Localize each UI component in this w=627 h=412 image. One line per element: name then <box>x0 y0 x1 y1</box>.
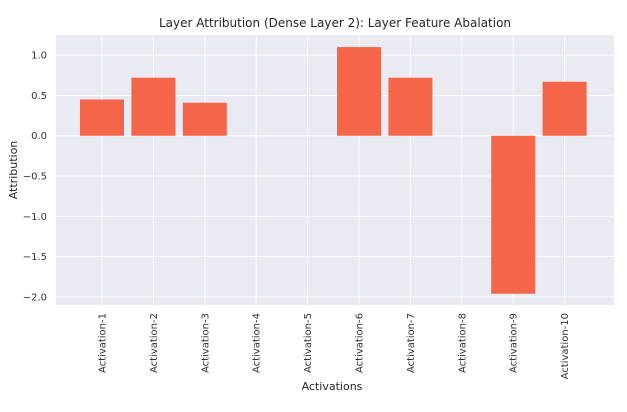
bar-activation-10 <box>542 81 587 136</box>
x-tick-label: Activation-2 <box>149 313 160 373</box>
x-tick-label: Activation-8 <box>457 313 468 373</box>
x-tick-label: Activation-4 <box>252 313 263 373</box>
x-tick-label: Activation-3 <box>200 313 211 373</box>
bar-activation-2 <box>131 77 176 136</box>
x-axis-title: Activations <box>302 380 363 393</box>
chart-title: Layer Attribution (Dense Layer 2): Layer… <box>159 16 511 30</box>
y-tick-labels: 1.0 0.5 0.0 −0.5 −1.0 −1.5 −2.0 <box>23 51 47 304</box>
y-gridlines <box>56 54 614 298</box>
x-tick-label: Activation-6 <box>355 313 366 373</box>
y-tick-label: −1.5 <box>23 252 47 263</box>
y-tick-label: 1.0 <box>31 51 47 62</box>
y-tick-label: −1.0 <box>23 212 47 223</box>
x-tick-labels: Activation-1 Activation-2 Activation-3 Acti… <box>98 313 572 379</box>
x-tick-label: Activation-7 <box>406 313 417 373</box>
x-tick-label: Activation-10 <box>560 313 571 379</box>
y-tick-label: 0.0 <box>31 131 47 142</box>
bar-activation-6 <box>337 47 381 136</box>
x-tick-label: Activation-9 <box>509 313 520 373</box>
bar-activation-7 <box>388 77 433 136</box>
bar-activation-9 <box>491 135 536 294</box>
bar-activation-1 <box>80 99 124 136</box>
y-tick-label: 0.5 <box>31 91 47 102</box>
bars-group <box>80 47 587 294</box>
bar-activation-3 <box>182 102 227 136</box>
y-tick-label: −0.5 <box>23 172 47 183</box>
x-gridlines <box>101 35 566 305</box>
y-axis-title: Attribution <box>7 141 20 200</box>
x-tick-label: Activation-5 <box>303 313 314 373</box>
x-tick-label: Activation-1 <box>98 313 109 373</box>
y-tick-label: −2.0 <box>23 292 47 303</box>
